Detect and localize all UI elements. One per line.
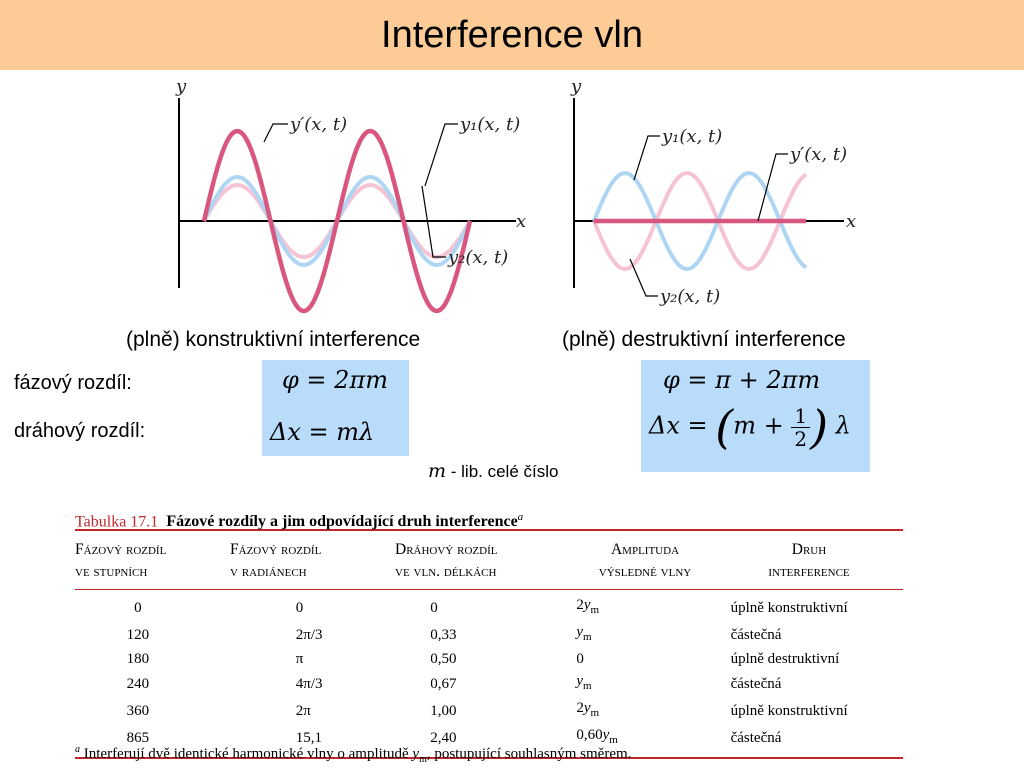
cell-rad: 4π/3 xyxy=(295,675,323,692)
cell-path: 0,50 xyxy=(430,651,457,667)
title-bar: Interference vln xyxy=(0,0,1024,70)
label-resultant: y′(x, t) xyxy=(789,144,847,165)
path-m: m + xyxy=(733,411,784,440)
leader-y1 xyxy=(424,123,458,187)
destructive-path-formula: Δx = (m + 1 2 ) λ xyxy=(649,400,851,454)
x-axis-label: x xyxy=(516,211,526,232)
cell-deg: 180 xyxy=(126,651,150,667)
wave-y1 xyxy=(592,171,808,271)
caption-destructive: (plně) destruktivní interference xyxy=(562,328,846,351)
wave-resultant xyxy=(201,128,473,314)
caption-constructive: (plně) konstruktivní interference xyxy=(126,328,421,351)
fraction-numerator: 1 xyxy=(791,405,811,428)
cell-deg: 0 xyxy=(134,599,142,616)
table-row: 360 2π 1,00 2ym úplně konstruktivní xyxy=(75,697,903,724)
leader-y2 xyxy=(629,258,658,297)
table-row: 180 π 0,50 0 úplně destruktivní xyxy=(75,648,903,670)
destructive-phase-formula: φ = π + 2πm xyxy=(663,366,821,394)
label-y1: y₁(x, t) xyxy=(459,114,520,135)
fraction-denominator: 2 xyxy=(794,426,808,451)
cell-path: 0 xyxy=(430,599,438,616)
leader-resultant xyxy=(757,153,788,222)
leader-resultant xyxy=(263,123,288,143)
label-resultant: y′(x, t) xyxy=(289,114,347,135)
x-axis-label: x xyxy=(846,211,856,232)
destructive-graph: y x y₁(x, t) y′(x, t) y₂(x, t) xyxy=(570,76,856,307)
header-type: Druh interference xyxy=(768,541,850,580)
table-bottom-rule xyxy=(75,757,903,759)
footnote-mark: a xyxy=(75,744,80,755)
interference-table-body: 0 0 0 2ym úplně konstruktivní 120 2π/3 0,33 ym čá… xyxy=(75,594,903,751)
constructive-graph: y x y′(x, t) y₁(x, t) y₂(x, t) xyxy=(175,76,526,314)
cell-amplitude: 2ym xyxy=(576,700,600,719)
constructive-formulas: φ = 2πm Δx = mλ xyxy=(262,360,409,456)
table-17-1: Tabulka 17.1 Fázové rozdíly a jim odpovíd… xyxy=(75,505,903,759)
path-difference-label: dráhový rozdíl: xyxy=(14,420,146,442)
label-y2: y₂(x, t) xyxy=(659,286,720,307)
cell-amplitude: 2ym xyxy=(576,597,600,616)
interference-table: Fázový rozdíl ve stupních Fázový rozdíl v … xyxy=(75,531,903,589)
cell-path: 2,40 xyxy=(430,729,457,746)
table-caption: Tabulka 17.1 Fázové rozdíly a jim odpovíd… xyxy=(75,505,903,531)
cell-deg: 120 xyxy=(126,626,150,643)
cell-rad: 15,1 xyxy=(295,729,323,746)
note-var: m xyxy=(428,460,447,482)
label-y1: y₁(x, t) xyxy=(661,126,722,147)
table-top-rule xyxy=(75,529,903,531)
table-footnote: a Interferují dvě identické harmonické v… xyxy=(75,744,631,765)
cell-deg: 360 xyxy=(126,702,150,719)
wave-y2 xyxy=(592,171,808,271)
cell-rad: 2π/3 xyxy=(295,626,323,643)
table-number: Tabulka 17.1 xyxy=(75,513,159,531)
table-header-rule xyxy=(75,589,903,590)
y-axis-label: y xyxy=(175,76,187,97)
leader-y2 xyxy=(421,185,446,258)
cell-amplitude: ym xyxy=(576,624,592,643)
table-header-row: Fázový rozdíl ve stupních Fázový rozdíl v … xyxy=(75,531,903,589)
close-paren: ) xyxy=(810,400,829,454)
header-deg: Fázový rozdíl ve stupních xyxy=(75,541,167,580)
cell-type: částečná xyxy=(730,729,782,746)
label-y2: y₂(x, t) xyxy=(447,247,508,268)
cell-path: 0,67 xyxy=(430,675,457,692)
cell-amplitude: 0,60ym xyxy=(576,727,618,746)
cell-rad: 0 xyxy=(295,599,304,616)
note-text: - lib. celé číslo xyxy=(450,462,559,481)
path-lambda: λ xyxy=(835,411,851,440)
cell-amplitude: 0 xyxy=(576,651,584,667)
cell-type: úplně destruktivní xyxy=(730,651,840,667)
cell-path: 1,00 xyxy=(430,702,457,719)
cell-type: částečná xyxy=(730,675,782,692)
leader-y1 xyxy=(633,135,660,181)
header-path: Dráhový rozdíl ve vln. délkách xyxy=(395,541,498,580)
cell-deg: 240 xyxy=(126,675,150,692)
page-title: Interference vln xyxy=(381,14,643,56)
cell-amplitude: ym xyxy=(576,673,592,692)
cell-type: úplně konstruktivní xyxy=(730,599,848,616)
footnote-text: Interferují dvě identické harmonické vln… xyxy=(83,746,632,765)
table-row: 0 0 0 2ym úplně konstruktivní xyxy=(75,594,903,621)
fraction-half: 1 2 xyxy=(791,405,811,451)
cell-deg: 865 xyxy=(126,729,150,746)
cell-rad: 2π xyxy=(295,702,311,719)
phase-difference-label: fázový rozdíl: xyxy=(14,372,132,394)
table-row: 240 4π/3 0,67 ym částečná xyxy=(75,670,903,697)
destructive-formulas: φ = π + 2πm Δx = (m + 1 2 ) λ xyxy=(641,360,870,472)
table-title: Fázové rozdíly a jim odpovídající druh i… xyxy=(166,513,518,531)
cell-type: částečná xyxy=(730,626,782,643)
constructive-phase-formula: φ = 2πm xyxy=(282,366,388,394)
integer-note: m - lib. celé číslo xyxy=(428,460,558,482)
table-row: 865 15,1 2,40 0,60ym částečná xyxy=(75,724,903,751)
header-amplitude: Amplituda výsledné vlny xyxy=(598,541,692,580)
table-row: 120 2π/3 0,33 ym částečná xyxy=(75,621,903,648)
constructive-path-formula: Δx = mλ xyxy=(270,418,375,446)
cell-type: úplně konstruktivní xyxy=(730,702,848,719)
y-axis-label: y xyxy=(570,76,582,97)
table-title-mark: a xyxy=(517,511,524,523)
path-lhs: Δx = xyxy=(649,411,708,440)
cell-path: 0,33 xyxy=(430,626,457,643)
header-rad: Fázový rozdíl v radiánech xyxy=(230,541,322,580)
open-paren: ( xyxy=(715,400,734,454)
cell-rad: π xyxy=(295,651,304,667)
